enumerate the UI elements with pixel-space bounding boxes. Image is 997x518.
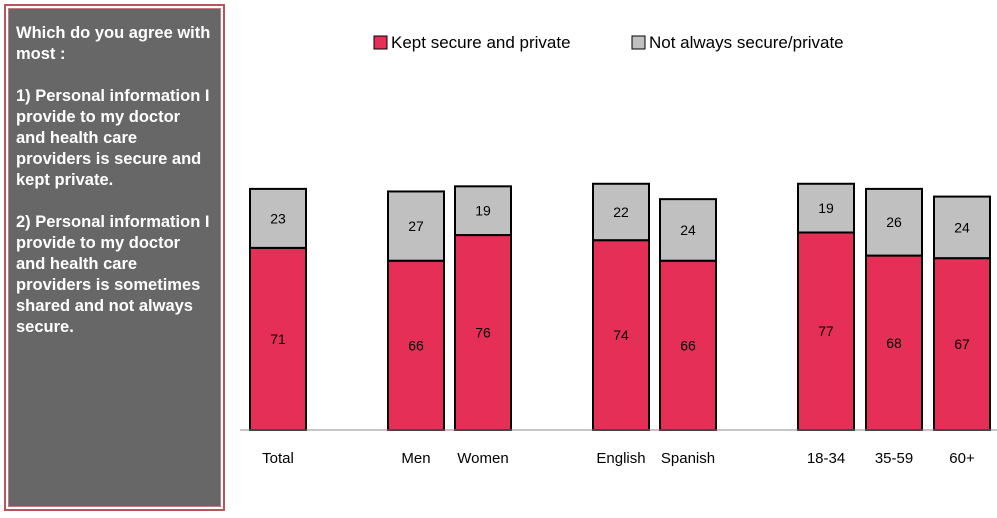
category-label: 60+ bbox=[949, 450, 975, 467]
data-label: 24 bbox=[954, 219, 970, 235]
question-panel: Which do you agree with most : 1) Person… bbox=[4, 4, 225, 511]
data-label: 74 bbox=[613, 327, 629, 343]
data-label: 76 bbox=[475, 325, 491, 341]
bar-segment bbox=[249, 187, 307, 249]
data-label: 68 bbox=[886, 335, 902, 351]
bar-segment bbox=[865, 187, 923, 257]
data-label: 24 bbox=[680, 222, 696, 238]
category-label: 18-34 bbox=[807, 450, 845, 467]
category-label: 35-59 bbox=[875, 450, 913, 467]
bar-segment bbox=[933, 195, 991, 260]
data-label: 19 bbox=[818, 200, 834, 216]
legend-label: Kept secure and private bbox=[391, 33, 571, 52]
chart-svg: Kept secure and private Not always secure… bbox=[240, 33, 997, 467]
question-text: Which do you agree with most : bbox=[16, 24, 211, 63]
legend-swatch bbox=[631, 35, 646, 50]
data-label: 66 bbox=[680, 337, 696, 353]
stacked-bar-chart: Kept secure and private Not always secure… bbox=[230, 0, 997, 518]
legend-label: Not always secure/private bbox=[649, 33, 844, 52]
bar-segment bbox=[387, 190, 445, 262]
category-label: Total bbox=[262, 450, 294, 467]
bar-segment bbox=[454, 185, 512, 237]
data-label: 22 bbox=[613, 204, 629, 220]
category-label: Women bbox=[457, 450, 508, 467]
data-label: 77 bbox=[818, 323, 834, 339]
bar-segment bbox=[592, 182, 650, 242]
category-label: Spanish bbox=[661, 450, 715, 467]
data-label: 27 bbox=[408, 218, 424, 234]
data-label: 19 bbox=[475, 203, 491, 219]
option-1-text: 1) Personal information I provide to my … bbox=[16, 87, 210, 189]
data-label: 67 bbox=[954, 336, 970, 352]
bar-segment bbox=[797, 182, 855, 234]
bar-segment bbox=[659, 198, 717, 262]
data-label: 71 bbox=[270, 331, 286, 347]
data-label: 26 bbox=[886, 214, 902, 230]
bar-segment bbox=[249, 246, 307, 431]
option-2-text: 2) Personal information I provide to my … bbox=[16, 213, 210, 336]
data-label: 23 bbox=[270, 210, 286, 226]
legend-swatch bbox=[373, 35, 388, 50]
category-label: Men bbox=[401, 450, 430, 467]
data-label: 66 bbox=[408, 337, 424, 353]
category-label: English bbox=[596, 450, 645, 467]
bar-segment bbox=[797, 231, 855, 431]
